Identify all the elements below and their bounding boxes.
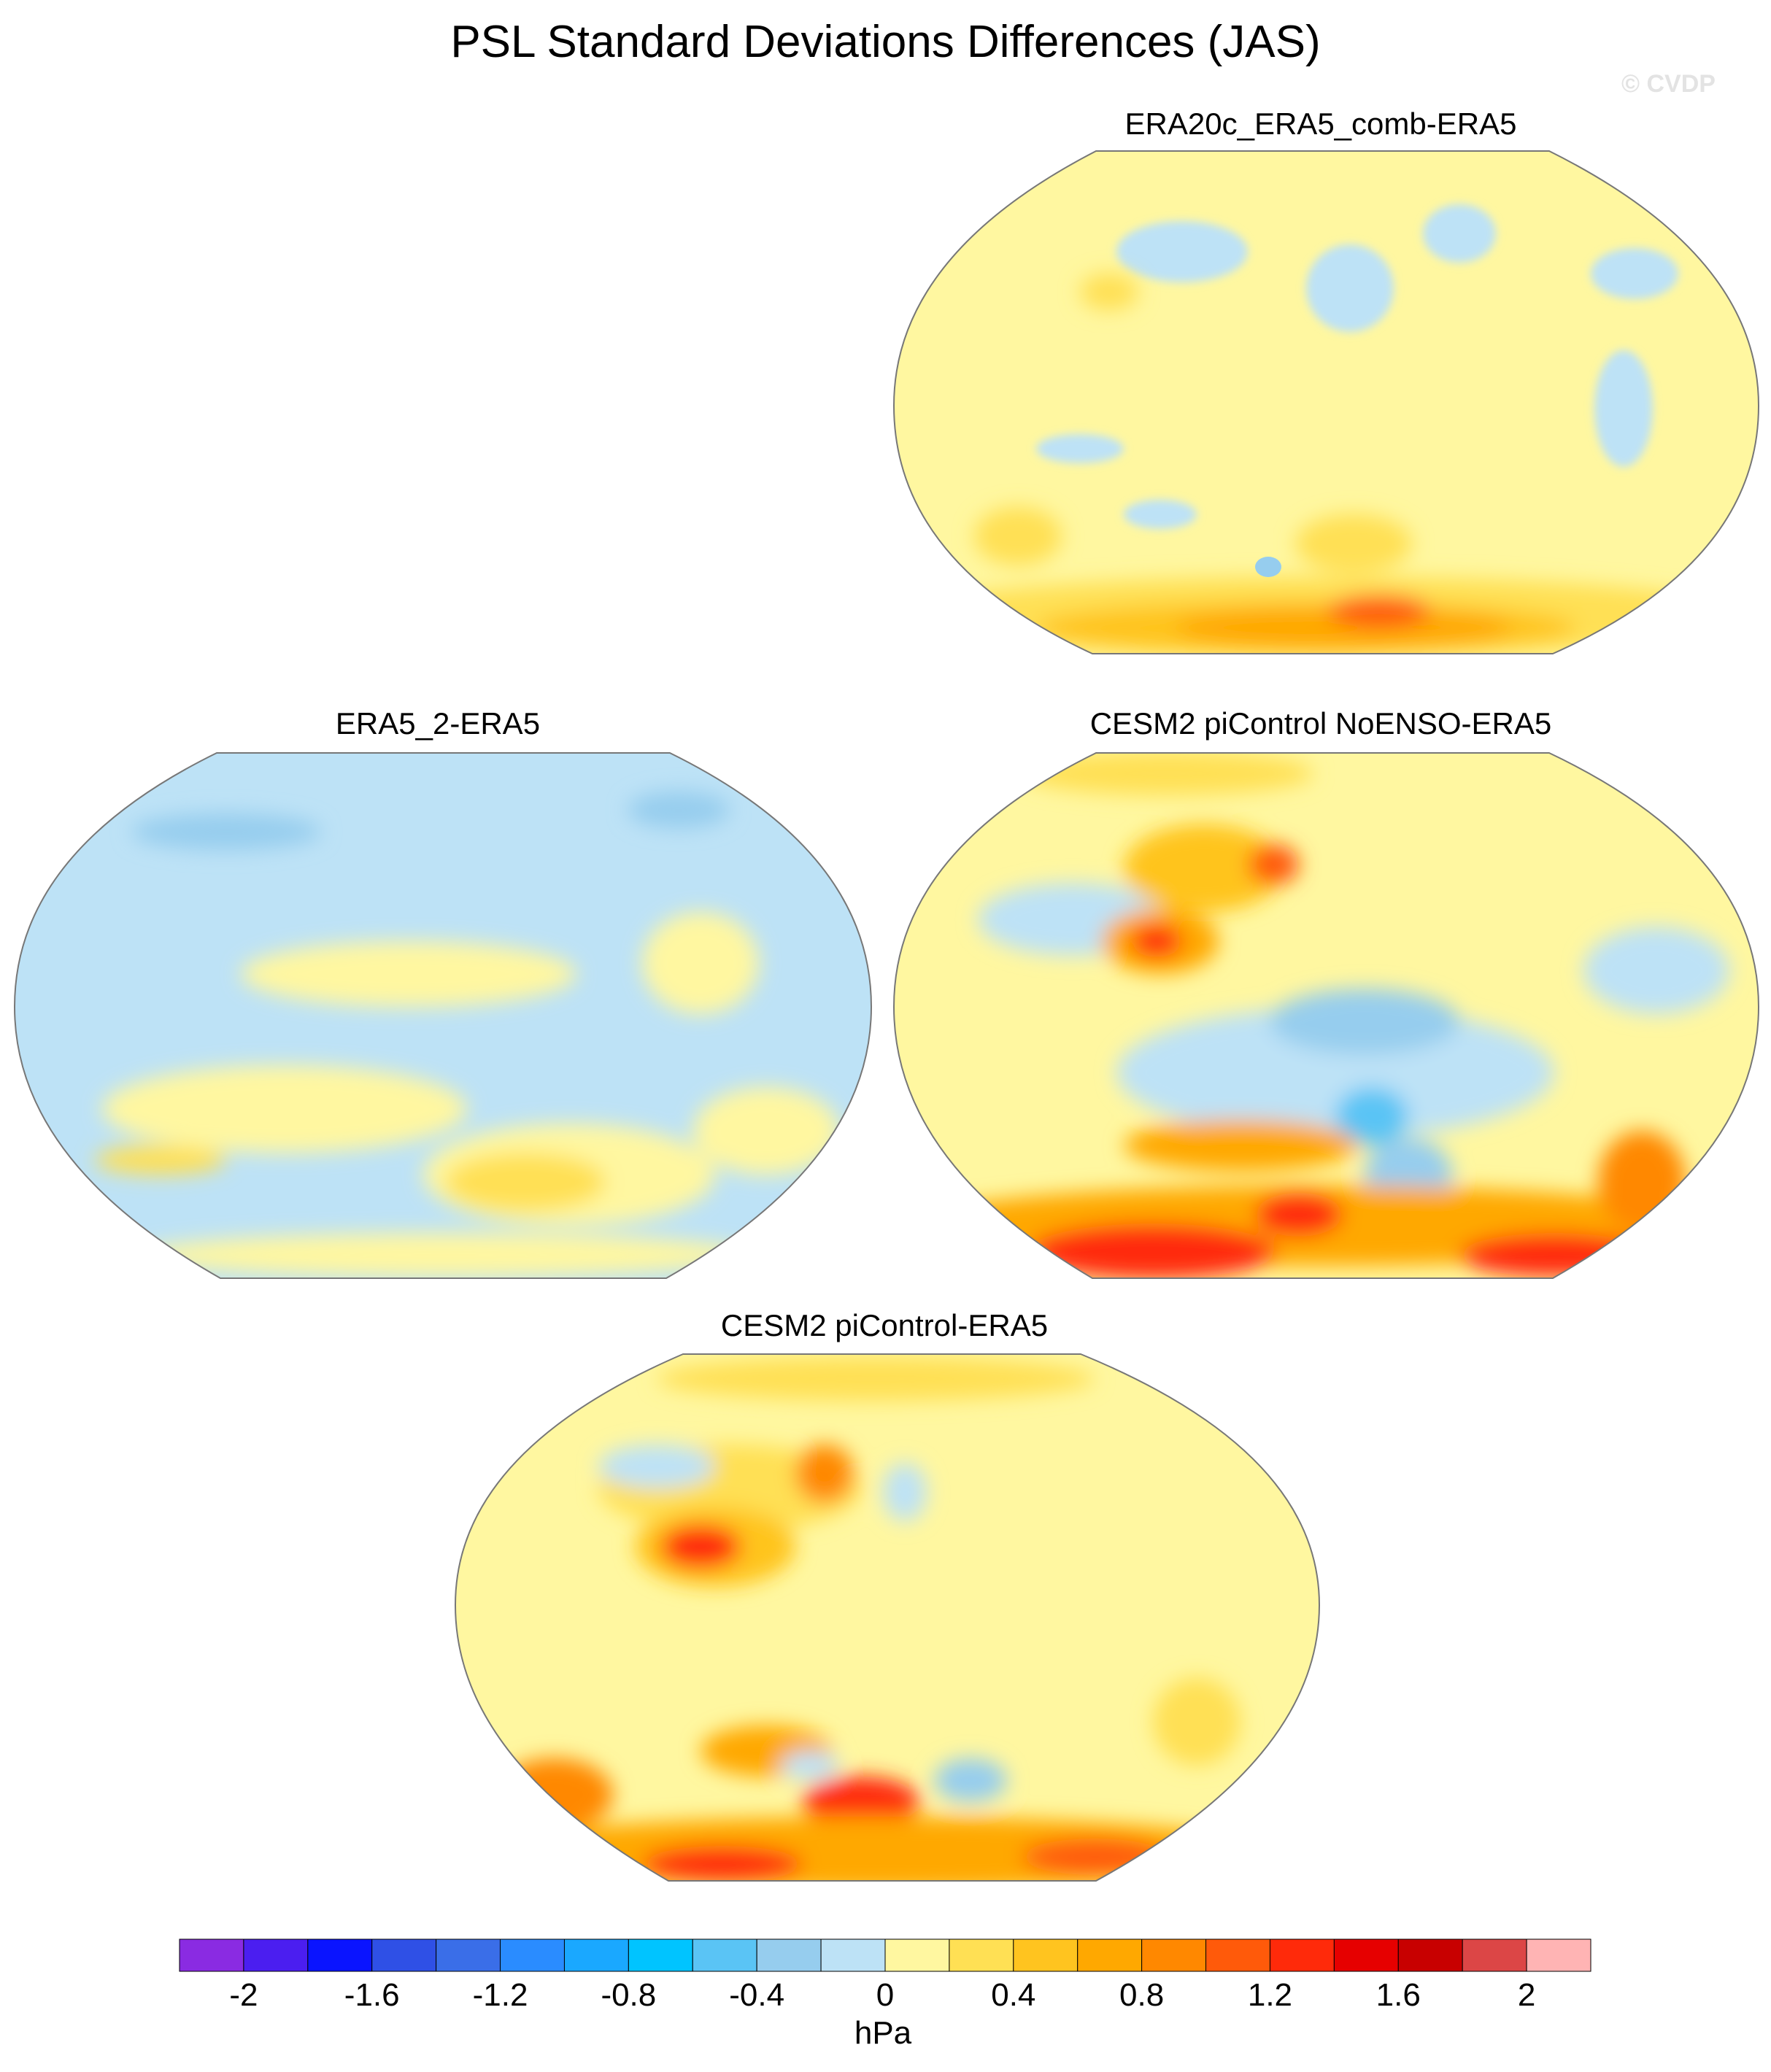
colorbar-swatch [1205, 1938, 1270, 1972]
colorbar-swatch [243, 1938, 309, 1972]
colorbar-swatch [500, 1938, 565, 1972]
colorbar-swatch [436, 1938, 501, 1972]
colorbar-unit: hPa [854, 2015, 912, 2051]
panel-title-cesm2: CESM2 piControl-ERA5 [720, 1308, 1049, 1342]
cvdp-watermark: © CVDP [1621, 70, 1716, 98]
colorbar-swatch [371, 1938, 437, 1972]
colorbar-swatch [820, 1938, 886, 1972]
colorbar-swatch [1333, 1938, 1399, 1972]
colorbar-swatch [1526, 1938, 1591, 1972]
colorbar-swatch [884, 1938, 950, 1972]
colorbar-tick-label: -0.8 [601, 1977, 657, 2013]
colorbar-swatch [756, 1938, 822, 1972]
colorbar-swatch [1013, 1938, 1079, 1972]
colorbar-swatch [307, 1938, 373, 1972]
map-era20c [892, 150, 1760, 654]
map-era5-2 [13, 752, 873, 1279]
figure-title: PSL Standard Deviations Differences (JAS… [450, 17, 1321, 67]
panel-title-era5-2: ERA5_2-ERA5 [335, 706, 541, 741]
colorbar-tick-label: -2 [229, 1977, 258, 2013]
panel-title-era20c: ERA20c_ERA5_comb-ERA5 [1124, 107, 1517, 141]
colorbar-swatch [692, 1938, 757, 1972]
map-cesm2-noenso [892, 752, 1760, 1279]
colorbar-swatch [1077, 1938, 1143, 1972]
colorbar-tick-label: 2 [1517, 1977, 1536, 2013]
colorbar-swatch [628, 1938, 693, 1972]
colorbar-swatch [1397, 1938, 1463, 1972]
map-cesm2 [454, 1353, 1321, 1882]
colorbar-tick-label: -0.4 [729, 1977, 785, 2013]
colorbar-swatch [1462, 1938, 1527, 1972]
colorbar-tick-label: 1.6 [1375, 1977, 1421, 2013]
colorbar-tick-label: -1.2 [472, 1977, 528, 2013]
colorbar-swatch [1269, 1938, 1335, 1972]
colorbar-tick-label: 0.4 [991, 1977, 1036, 2013]
colorbar-swatch [563, 1938, 629, 1972]
panel-title-cesm2-noenso: CESM2 piControl NoENSO-ERA5 [1089, 706, 1552, 741]
colorbar-tick-label: 0.8 [1119, 1977, 1165, 2013]
colorbar-tick-label: -1.6 [344, 1977, 400, 2013]
colorbar-tick-label: 0 [876, 1977, 895, 2013]
colorbar [179, 1938, 1591, 1972]
colorbar-tick-label: 1.2 [1247, 1977, 1293, 2013]
colorbar-swatch [1141, 1938, 1207, 1972]
colorbar-swatch [179, 1938, 244, 1972]
colorbar-swatch [949, 1938, 1014, 1972]
